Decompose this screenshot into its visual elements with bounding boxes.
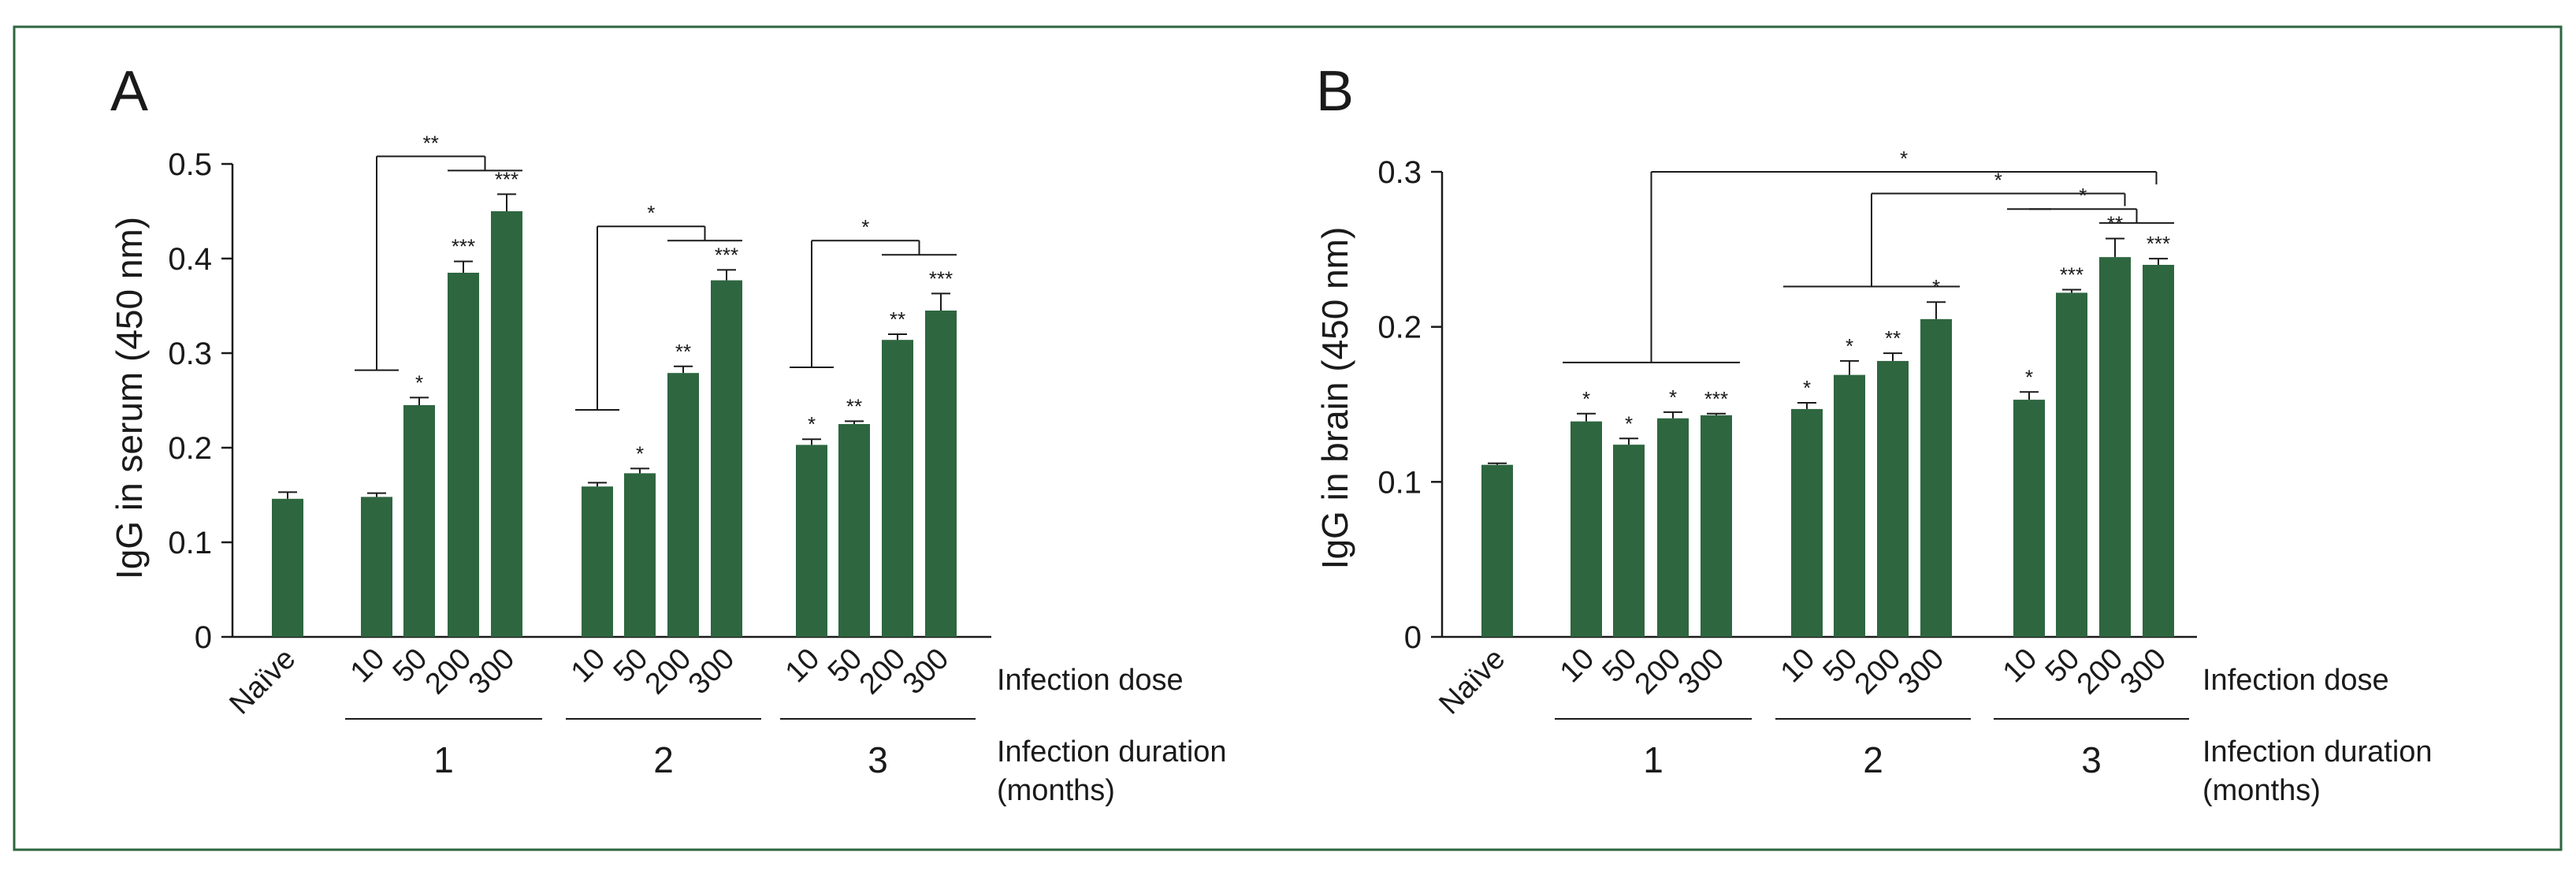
x-axis-label-b: Infection dose: [2202, 664, 2389, 697]
duration-label-b-line1: Infection duration: [2202, 735, 2433, 769]
panel-letter-b: B: [1316, 60, 1354, 123]
x-axis-label-a: Infection dose: [997, 664, 1184, 697]
bar: [1571, 421, 1602, 637]
y-tick-label: 0.3: [1377, 155, 1422, 190]
bar: [448, 273, 479, 637]
bar: [272, 498, 303, 637]
significance-label: ***: [715, 243, 738, 266]
significance-label: *: [1803, 376, 1811, 400]
y-tick-label: 0.1: [1377, 465, 1422, 500]
y-tick-label: 0.1: [168, 526, 212, 560]
group-label: 3: [2081, 739, 2102, 780]
bar: [796, 445, 827, 637]
comparison-significance: *: [2079, 184, 2087, 207]
y-tick-label: 0.2: [168, 431, 212, 466]
bar: [403, 405, 435, 637]
comparison-significance: *: [1900, 147, 1908, 170]
bar: [925, 311, 957, 637]
bar: [1701, 415, 1732, 637]
y-tick-label: 0.4: [168, 242, 212, 277]
bar: [882, 340, 913, 637]
comparison-significance: *: [647, 201, 655, 225]
significance-label: ***: [2147, 232, 2170, 255]
bar: [1613, 445, 1645, 637]
comparison-significance: **: [423, 131, 439, 154]
bar: [2143, 265, 2174, 637]
group-label: 3: [868, 739, 888, 780]
significance-label: *: [808, 412, 816, 436]
significance-label: *: [415, 370, 423, 394]
bar: [2013, 400, 2045, 637]
duration-label-a-line2: (months): [997, 774, 1115, 807]
significance-label: ***: [452, 235, 475, 259]
bar: [1877, 360, 1909, 637]
bar: [1920, 318, 1952, 637]
y-tick-label: 0: [195, 620, 212, 655]
significance-label: ***: [1704, 387, 1728, 411]
significance-label: ***: [929, 266, 953, 290]
panel-letter-a: A: [110, 60, 148, 123]
bar: [711, 280, 742, 637]
bar: [361, 497, 392, 637]
bar: [1834, 374, 1865, 637]
significance-label: *: [1669, 385, 1677, 409]
bar: [2056, 292, 2087, 637]
bar: [667, 373, 699, 637]
y-axis-label-b: IgG in brain (450 nm): [1314, 227, 1355, 570]
bar: [1657, 418, 1689, 637]
bar: [1791, 408, 1823, 637]
comparison-significance: *: [861, 215, 869, 239]
bar: [624, 473, 656, 637]
significance-label: *: [1582, 387, 1590, 411]
bar: [582, 486, 613, 637]
figure-frame: [13, 25, 2563, 851]
y-tick-label: 0.2: [1377, 311, 1422, 345]
significance-label: **: [890, 307, 905, 331]
comparison-significance: *: [1994, 169, 2002, 192]
y-tick-label: 0: [1404, 620, 1422, 655]
bar: [1481, 464, 1513, 637]
y-tick-label: 0.5: [168, 147, 212, 182]
bar: [491, 211, 522, 637]
group-label: 2: [1863, 739, 1883, 780]
significance-label: *: [1625, 411, 1633, 435]
significance-label: *: [636, 441, 644, 465]
group-label: 2: [653, 739, 674, 780]
duration-label-a-line1: Infection duration: [997, 735, 1227, 769]
significance-label: **: [1885, 326, 1901, 350]
significance-label: *: [1846, 334, 1853, 358]
group-label: 1: [433, 739, 454, 780]
significance-label: **: [846, 394, 862, 418]
duration-label-b-line2: (months): [2202, 774, 2321, 807]
bar: [838, 424, 870, 637]
significance-label: *: [2025, 365, 2033, 389]
significance-label: **: [675, 340, 691, 363]
bar: [2099, 257, 2131, 637]
group-label: 1: [1643, 739, 1663, 780]
y-axis-label-a: IgG in serum (450 nm): [109, 217, 150, 579]
significance-label: ***: [2060, 262, 2083, 286]
y-tick-label: 0.3: [168, 337, 212, 371]
